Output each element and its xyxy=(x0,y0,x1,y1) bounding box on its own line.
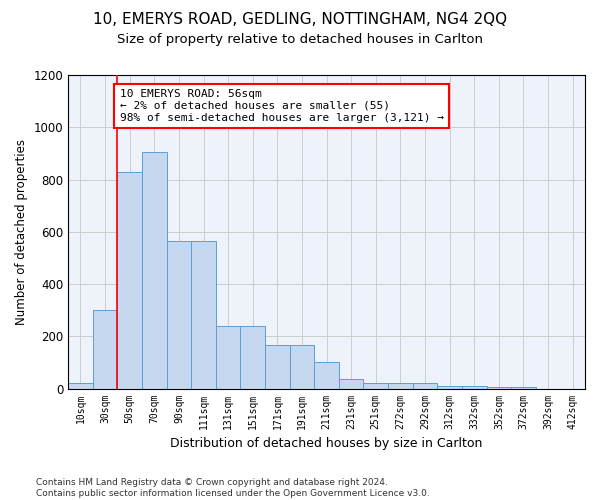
Bar xyxy=(339,380,364,388)
Text: Size of property relative to detached houses in Carlton: Size of property relative to detached ho… xyxy=(117,32,483,46)
Bar xyxy=(191,241,216,388)
Bar xyxy=(314,362,339,388)
Bar xyxy=(462,386,487,388)
Bar xyxy=(487,387,511,388)
Text: 10 EMERYS ROAD: 56sqm
← 2% of detached houses are smaller (55)
98% of semi-detac: 10 EMERYS ROAD: 56sqm ← 2% of detached h… xyxy=(120,90,444,122)
Bar xyxy=(68,384,93,388)
Bar xyxy=(216,326,241,388)
Bar xyxy=(290,346,314,389)
Y-axis label: Number of detached properties: Number of detached properties xyxy=(15,139,28,325)
Bar xyxy=(265,346,290,389)
Bar xyxy=(437,386,462,388)
Bar xyxy=(413,384,437,388)
Bar xyxy=(364,384,388,388)
Text: Contains HM Land Registry data © Crown copyright and database right 2024.
Contai: Contains HM Land Registry data © Crown c… xyxy=(36,478,430,498)
X-axis label: Distribution of detached houses by size in Carlton: Distribution of detached houses by size … xyxy=(170,437,483,450)
Bar xyxy=(142,152,167,388)
Bar xyxy=(388,384,413,388)
Text: 10, EMERYS ROAD, GEDLING, NOTTINGHAM, NG4 2QQ: 10, EMERYS ROAD, GEDLING, NOTTINGHAM, NG… xyxy=(93,12,507,28)
Bar xyxy=(118,172,142,388)
Bar xyxy=(511,387,536,388)
Bar xyxy=(93,310,118,388)
Bar xyxy=(241,326,265,388)
Bar xyxy=(167,241,191,388)
